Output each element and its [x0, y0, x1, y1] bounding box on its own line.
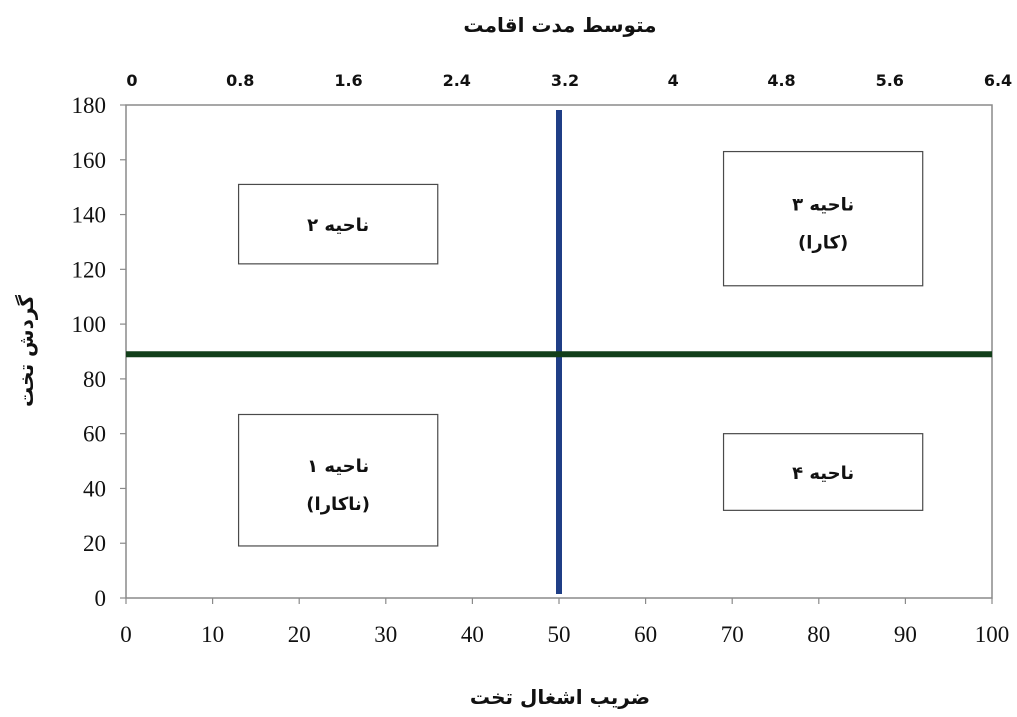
- zone-sublabel: (کارا): [798, 233, 848, 254]
- y-axis-title: گردش تخت: [14, 295, 38, 407]
- zone-sublabel: (ناکارا): [306, 494, 370, 515]
- zone-box: ناحیه ۱ (ناکارا): [237, 413, 439, 547]
- reference-lines: [126, 110, 992, 594]
- zone-label: ناحیه ۳: [792, 195, 854, 216]
- zone-rect: [237, 413, 439, 547]
- x-tick-label: 10: [201, 622, 224, 647]
- top-axis-title: متوسط مدت اقامت: [463, 13, 656, 37]
- x-axis-ticks: 0 10 20 30 40 50 60 70 80 90 100: [120, 598, 1009, 647]
- top-x-tick-label: 4.8: [767, 71, 795, 90]
- top-x-tick-label: 5.6: [876, 71, 904, 90]
- zone-label: ناحیه ۲: [307, 215, 369, 236]
- top-x-tick-label: 3.2: [551, 71, 579, 90]
- y-axis-ticks: 0 20 40 60 80 100 120 140 160 180: [72, 93, 126, 611]
- top-x-tick-label: 2.4: [443, 71, 471, 90]
- zone-label: ناحیه ۱: [307, 456, 369, 477]
- y-tick-label: 180: [72, 93, 107, 118]
- top-x-tick-label: 1.6: [334, 71, 362, 90]
- y-tick-label: 140: [72, 203, 107, 228]
- x-tick-label: 30: [374, 622, 397, 647]
- y-tick-label: 0: [95, 586, 107, 611]
- zone-box: ناحیه ۳ (کارا): [722, 150, 924, 287]
- y-tick-label: 160: [72, 148, 107, 173]
- top-x-tick-label: 6.4: [984, 71, 1012, 90]
- x-tick-label: 0: [120, 622, 132, 647]
- x-tick-label: 60: [634, 622, 657, 647]
- top-axis-ticks: 0 0.8 1.6 2.4 3.2 4 4.8 5.6 6.4: [126, 71, 1012, 90]
- x-tick-label: 100: [975, 622, 1010, 647]
- x-tick-label: 70: [721, 622, 744, 647]
- zone-label: ناحیه ۴: [792, 463, 854, 484]
- zone-rect: [722, 150, 924, 287]
- x-tick-label: 40: [461, 622, 484, 647]
- bottom-axis-title: ضریب اشغال تخت: [470, 685, 650, 709]
- x-tick-label: 50: [548, 622, 571, 647]
- x-tick-label: 20: [288, 622, 311, 647]
- y-tick-label: 40: [83, 476, 106, 501]
- zone-rect: [237, 183, 439, 265]
- top-x-tick-label: 0: [126, 71, 137, 90]
- zone-rect: [722, 433, 924, 511]
- x-tick-label: 90: [894, 622, 917, 647]
- y-tick-label: 80: [83, 367, 106, 392]
- zone-box: ناحیه ۲: [237, 183, 439, 265]
- top-x-tick-label: 4: [668, 71, 679, 90]
- top-x-tick-label: 0.8: [226, 71, 254, 90]
- y-tick-label: 20: [83, 531, 106, 556]
- y-tick-label: 100: [72, 312, 107, 337]
- y-tick-label: 60: [83, 422, 106, 447]
- y-tick-label: 120: [72, 257, 107, 282]
- x-tick-label: 80: [807, 622, 830, 647]
- zone-box: ناحیه ۴: [722, 433, 924, 511]
